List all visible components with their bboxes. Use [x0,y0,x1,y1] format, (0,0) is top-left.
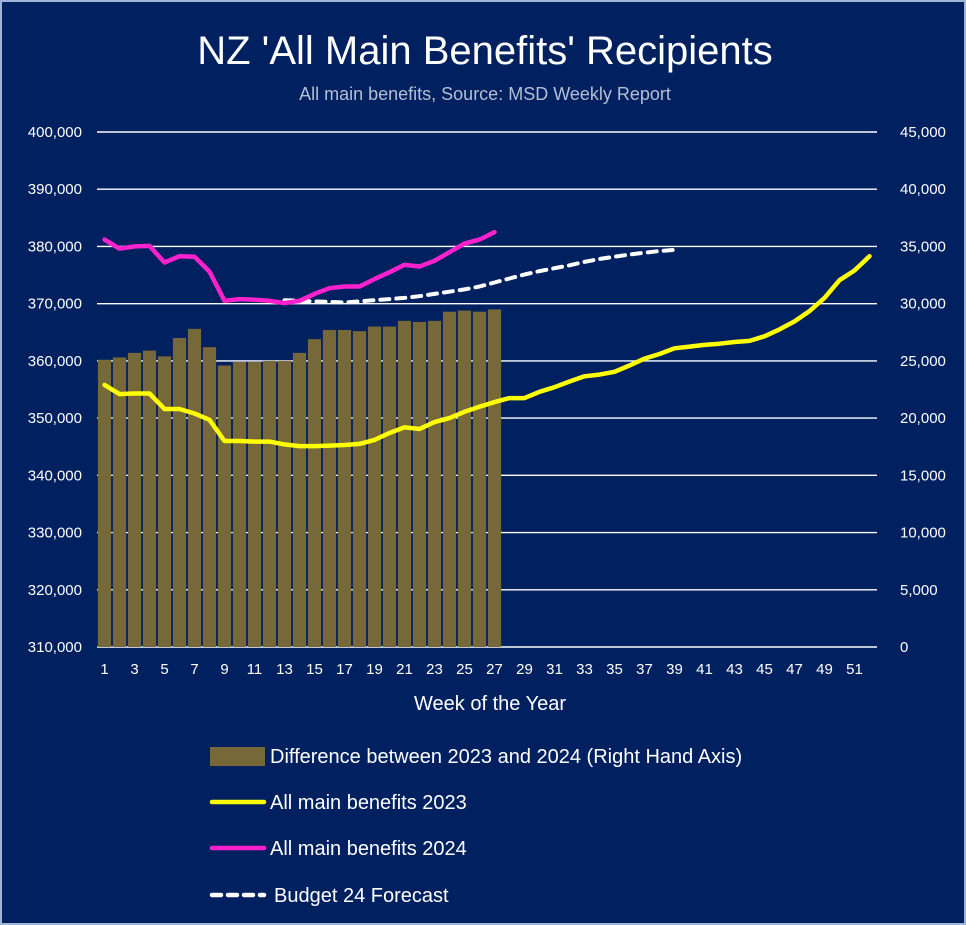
x-tick: 45 [756,661,773,678]
x-tick: 7 [190,661,198,678]
legend-label: All main benefits 2024 [270,838,467,860]
y-tick-right: 25,000 [900,353,946,370]
y-tick-right: 40,000 [900,181,946,198]
x-tick: 9 [220,661,228,678]
bar-difference [427,320,442,647]
bar-difference [337,329,352,647]
bar-difference [307,339,322,647]
y-tick-right: 0 [900,639,908,656]
x-tick: 23 [426,661,443,678]
legend-label: All main benefits 2023 [270,792,467,814]
x-axis-title: Week of the Year [414,693,566,715]
x-tick: 33 [576,661,593,678]
x-tick: 5 [160,661,168,678]
bar-difference [292,352,307,647]
bar-difference [487,309,502,647]
x-tick: 31 [546,661,563,678]
y-tick-left: 320,000 [28,582,82,599]
bar-difference [97,359,112,647]
bar-difference [472,311,487,647]
x-tick: 21 [396,661,413,678]
bar-difference [232,362,247,647]
y-tick-right: 5,000 [900,582,938,599]
bar-difference [457,310,472,647]
x-tick: 37 [636,661,653,678]
y-tick-right: 45,000 [900,124,946,141]
y-tick-left: 390,000 [28,181,82,198]
x-tick: 25 [456,661,473,678]
y-axis-right-labels: 0 5,000 10,000 15,000 20,000 25,000 30,000 35,0… [900,124,946,656]
bar-difference [322,329,337,647]
bar-difference [202,347,217,647]
y-tick-left: 370,000 [28,296,82,313]
y-tick-left: 400,000 [28,124,82,141]
x-tick: 43 [726,661,743,678]
bar-difference [367,326,382,647]
bar-difference [112,357,127,647]
legend-swatch [210,747,265,766]
series-line-budget-24-forecast [282,247,677,305]
y-tick-left: 310,000 [28,639,82,656]
bar-difference [352,331,367,647]
bar-difference [397,320,412,647]
x-tick: 15 [306,661,323,678]
y-tick-right: 20,000 [900,410,946,427]
bar-difference [127,352,142,647]
legend-label: Difference between 2023 and 2024 (Right … [270,746,742,768]
chart-title: NZ 'All Main Benefits' Recipients [197,29,773,73]
y-tick-right: 35,000 [900,238,946,255]
x-axis-labels: 1 3 5 7 9 11 13 15 17 19 21 23 25 27 29 31 33 35 37 39 41 43 4… [100,661,863,678]
bar-difference [157,356,172,647]
y-tick-left: 360,000 [28,353,82,370]
chart-subtitle: All main benefits, Source: MSD Weekly Re… [299,84,671,104]
line-series [102,229,872,449]
series-line-all-main-benefits-2023 [102,253,872,449]
y-axis-left-labels: 310,000 320,000 330,000 340,000 350,000 360,0… [28,124,82,656]
x-tick: 49 [816,661,833,678]
bar-difference [262,360,277,647]
x-tick: 27 [486,661,503,678]
x-tick: 3 [130,661,138,678]
y-tick-left: 340,000 [28,467,82,484]
x-tick: 35 [606,661,623,678]
x-tick: 1 [100,661,108,678]
y-tick-right: 15,000 [900,467,946,484]
x-tick: 41 [696,661,713,678]
y-tick-left: 380,000 [28,238,82,255]
bar-difference [172,338,187,647]
x-tick: 47 [786,661,803,678]
x-tick: 17 [336,661,353,678]
legend-label: Budget 24 Forecast [274,885,449,907]
bar-difference [382,326,397,647]
x-tick: 11 [247,661,263,678]
bar-series [97,309,502,647]
bar-difference [412,321,427,647]
x-tick: 39 [666,661,683,678]
bar-difference [142,350,157,647]
bar-difference [442,311,457,647]
bar-difference [277,360,292,647]
x-tick: 13 [276,661,293,678]
y-tick-left: 330,000 [28,525,82,542]
x-tick: 19 [366,661,383,678]
bar-difference [247,362,262,647]
y-tick-right: 30,000 [900,296,946,313]
y-tick-left: 350,000 [28,410,82,427]
bar-difference [217,365,232,647]
legend: Difference between 2023 and 2024 (Right … [209,746,742,907]
bar-difference [187,328,202,647]
x-tick: 29 [516,661,533,678]
x-tick: 51 [846,661,863,678]
series-line-all-main-benefits-2024 [102,229,497,306]
y-tick-right: 10,000 [900,525,946,542]
